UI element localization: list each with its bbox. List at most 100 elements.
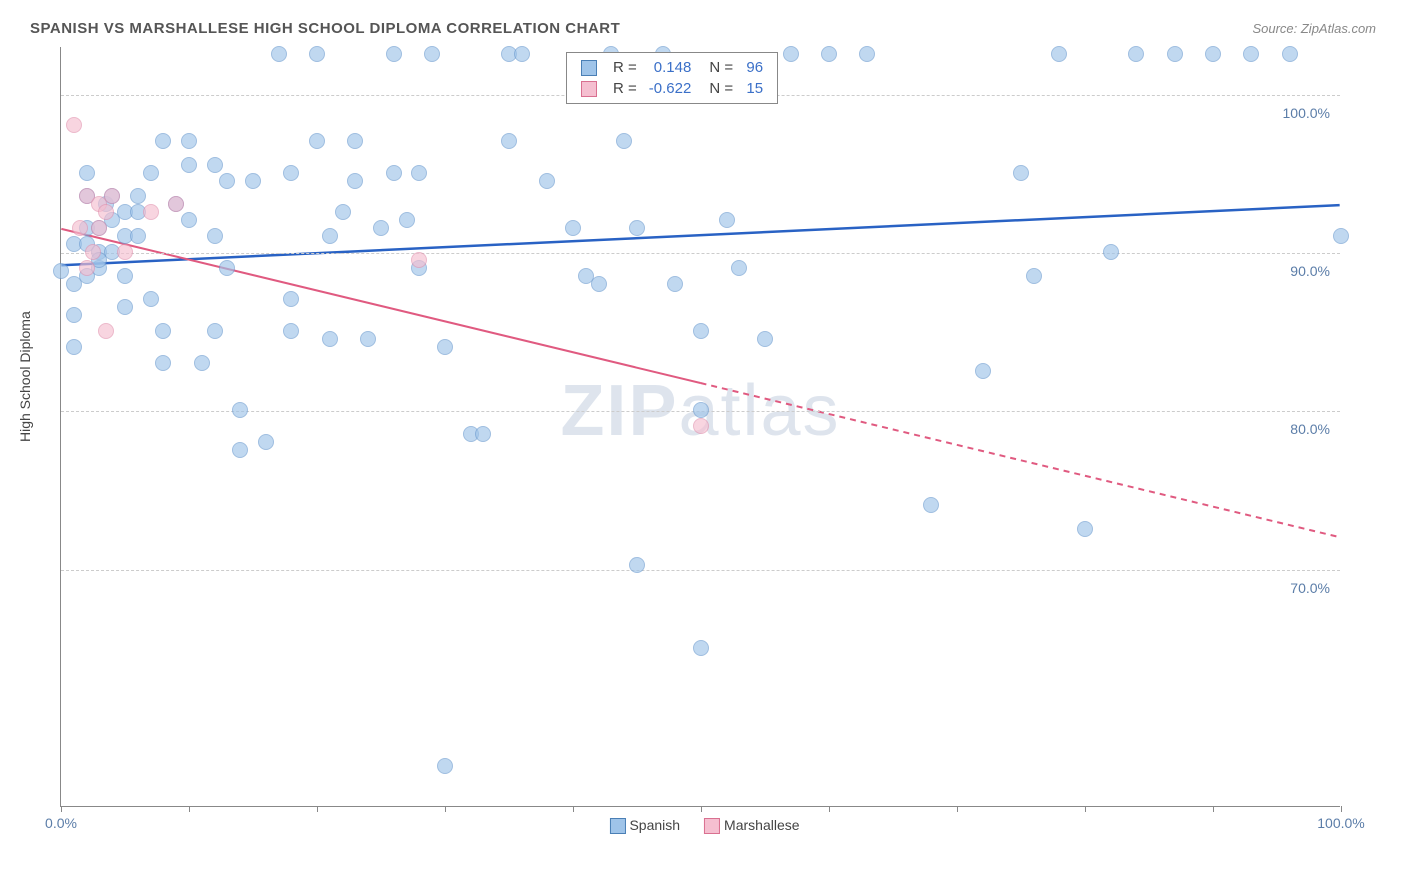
- data-point: [207, 157, 223, 173]
- x-tick-label: 100.0%: [1317, 815, 1364, 831]
- data-point: [232, 442, 248, 458]
- legend-item: Spanish: [601, 817, 680, 833]
- data-point: [207, 228, 223, 244]
- data-point: [66, 117, 82, 133]
- data-point: [373, 220, 389, 236]
- correlation-legend: R =0.148N =96R =-0.622N =15: [566, 52, 778, 104]
- data-point: [616, 133, 632, 149]
- data-point: [1013, 165, 1029, 181]
- x-tick: [1085, 806, 1086, 812]
- data-point: [1205, 46, 1221, 62]
- data-point: [130, 228, 146, 244]
- data-point: [117, 244, 133, 260]
- data-point: [168, 196, 184, 212]
- x-tick: [61, 806, 62, 812]
- data-point: [539, 173, 555, 189]
- data-point: [1128, 46, 1144, 62]
- data-point: [143, 291, 159, 307]
- x-tick: [445, 806, 446, 812]
- data-point: [719, 212, 735, 228]
- data-point: [693, 418, 709, 434]
- data-point: [629, 557, 645, 573]
- data-point: [98, 204, 114, 220]
- source-label: Source: ZipAtlas.com: [1252, 21, 1376, 36]
- y-tick-label: 80.0%: [1290, 421, 1330, 437]
- data-point: [309, 46, 325, 62]
- data-point: [1243, 46, 1259, 62]
- data-point: [923, 497, 939, 513]
- x-tick: [317, 806, 318, 812]
- data-point: [98, 323, 114, 339]
- data-point: [66, 307, 82, 323]
- data-point: [79, 260, 95, 276]
- y-tick-label: 90.0%: [1290, 263, 1330, 279]
- plot-region: ZIPatlas R =0.148N =96R =-0.622N =15 Spa…: [60, 47, 1340, 807]
- data-point: [271, 46, 287, 62]
- data-point: [130, 188, 146, 204]
- data-point: [66, 339, 82, 355]
- data-point: [283, 165, 299, 181]
- x-tick: [573, 806, 574, 812]
- data-point: [181, 133, 197, 149]
- data-point: [424, 46, 440, 62]
- data-point: [1103, 244, 1119, 260]
- data-point: [437, 758, 453, 774]
- data-point: [501, 133, 517, 149]
- data-point: [283, 323, 299, 339]
- data-point: [155, 355, 171, 371]
- data-point: [219, 173, 235, 189]
- data-point: [117, 268, 133, 284]
- data-point: [347, 173, 363, 189]
- x-tick: [701, 806, 702, 812]
- x-tick: [1341, 806, 1342, 812]
- data-point: [181, 157, 197, 173]
- data-point: [757, 331, 773, 347]
- data-point: [347, 133, 363, 149]
- data-point: [155, 133, 171, 149]
- data-point: [1077, 521, 1093, 537]
- data-point: [283, 291, 299, 307]
- data-point: [53, 263, 69, 279]
- data-point: [1282, 46, 1298, 62]
- data-point: [258, 434, 274, 450]
- data-point: [591, 276, 607, 292]
- data-point: [181, 212, 197, 228]
- y-axis-label: High School Diploma: [17, 311, 33, 442]
- data-point: [437, 339, 453, 355]
- data-point: [360, 331, 376, 347]
- data-point: [783, 46, 799, 62]
- data-point: [72, 220, 88, 236]
- data-point: [117, 299, 133, 315]
- x-tick-label: 0.0%: [45, 815, 77, 831]
- data-point: [143, 204, 159, 220]
- data-point: [475, 426, 491, 442]
- y-tick-label: 100.0%: [1283, 105, 1330, 121]
- data-point: [91, 220, 107, 236]
- data-point: [1167, 46, 1183, 62]
- data-point: [232, 402, 248, 418]
- chart-area: High School Diploma ZIPatlas R =0.148N =…: [30, 47, 1370, 837]
- data-point: [245, 173, 261, 189]
- data-point: [104, 188, 120, 204]
- data-point: [1051, 46, 1067, 62]
- data-point: [411, 165, 427, 181]
- data-point: [322, 228, 338, 244]
- grid-line: [61, 253, 1340, 254]
- data-point: [143, 165, 159, 181]
- data-point: [1333, 228, 1349, 244]
- data-point: [693, 323, 709, 339]
- x-tick: [1213, 806, 1214, 812]
- chart-header: SPANISH VS MARSHALLESE HIGH SCHOOL DIPLO…: [30, 20, 1376, 37]
- data-point: [565, 220, 581, 236]
- data-point: [667, 276, 683, 292]
- data-point: [411, 252, 427, 268]
- x-tick: [957, 806, 958, 812]
- x-tick: [829, 806, 830, 812]
- data-point: [79, 165, 95, 181]
- data-point: [629, 220, 645, 236]
- data-point: [155, 323, 171, 339]
- data-point: [194, 355, 210, 371]
- data-point: [693, 402, 709, 418]
- y-tick-label: 70.0%: [1290, 580, 1330, 596]
- data-point: [975, 363, 991, 379]
